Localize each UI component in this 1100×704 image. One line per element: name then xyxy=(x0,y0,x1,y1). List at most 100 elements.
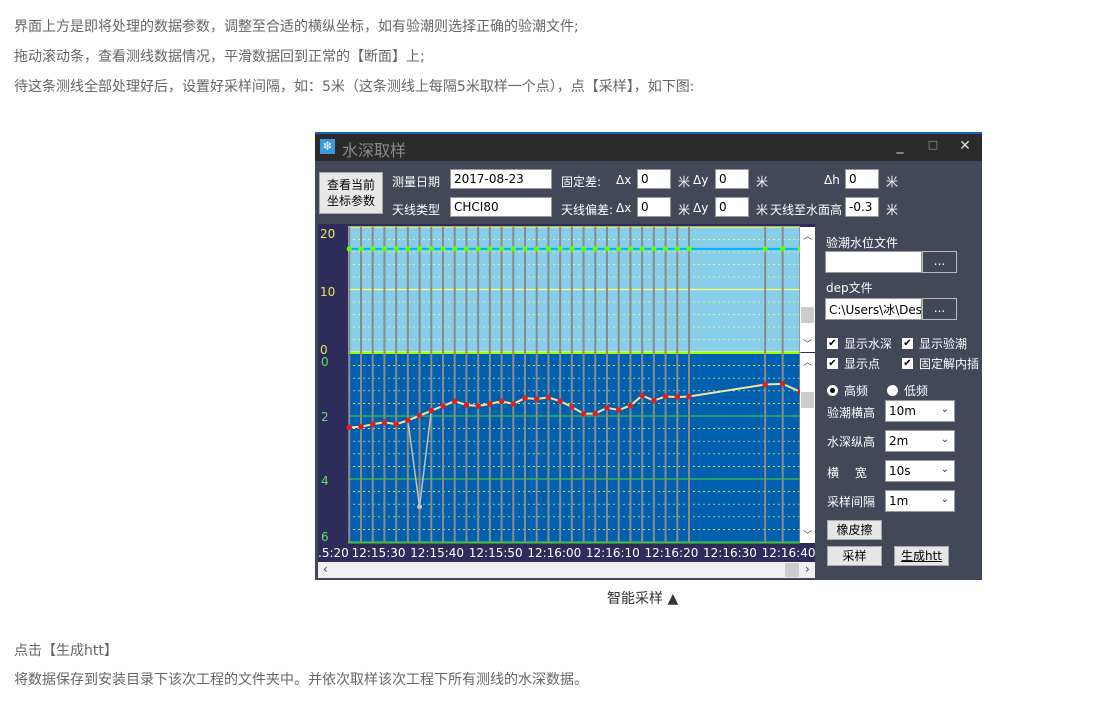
tide-file-label: 验潮水位文件 xyxy=(826,236,899,250)
antenna-type-label: 天线类型 xyxy=(392,203,441,217)
tide-vertical-scrollbar[interactable]: ︿ ﹀ xyxy=(800,227,815,352)
scroll-up-icon[interactable]: ︿ xyxy=(803,358,813,368)
tide-point xyxy=(651,246,657,252)
depth-point xyxy=(604,405,610,411)
offset-dx-input[interactable]: 0 xyxy=(637,197,671,217)
tide-point xyxy=(498,246,505,252)
tide-point xyxy=(487,246,493,252)
depth-vertical-scrollbar[interactable]: ︿ ﹀ xyxy=(800,353,815,543)
tide-tick-label: 0 xyxy=(320,343,328,357)
interval-select[interactable]: 1m ⌄ xyxy=(885,490,955,512)
dy-label: Δy xyxy=(693,173,709,187)
minimize-button[interactable]: _ xyxy=(896,138,904,154)
dep-file-browse-button[interactable]: ... xyxy=(922,298,957,320)
time-tick-label: 12:16:00 xyxy=(527,546,581,560)
maximize-button[interactable]: □ xyxy=(927,138,939,151)
tide-point xyxy=(393,246,399,252)
eraser-button[interactable]: 橡皮擦 xyxy=(827,520,882,540)
tide-point xyxy=(405,246,411,252)
show-tide-checkbox[interactable]: ✔ xyxy=(902,338,913,349)
survey-date-input[interactable]: 2017-08-23 xyxy=(450,169,552,189)
instruction-line: 界面上方是即将处理的数据参数，调整至合适的横纵坐标，如有验潮则选择正确的验潮文件… xyxy=(14,19,579,35)
scroll-down-icon[interactable]: ﹀ xyxy=(803,340,813,350)
fixed-interp-checkbox[interactable]: ✔ xyxy=(902,358,913,369)
antenna-height-label: 天线至水面高 xyxy=(770,203,843,217)
depth-point xyxy=(569,404,575,410)
fixed-dy-input[interactable]: 0 xyxy=(715,169,749,189)
depth-point xyxy=(522,395,528,401)
select-label: 采样间隔 xyxy=(827,495,876,509)
view-params-button[interactable]: 查看当前坐标参数 xyxy=(319,172,383,214)
tide-file-browse-button[interactable]: ... xyxy=(922,251,957,273)
tide-scale-select[interactable]: 10m ⌄ xyxy=(885,400,955,422)
instruction-line: 点击【生成htt】 xyxy=(14,643,118,659)
tide-point xyxy=(381,246,388,252)
scroll-right-icon[interactable]: › xyxy=(805,562,810,576)
checkbox-label: 显示水深 xyxy=(844,337,893,351)
dy-label: Δy xyxy=(693,201,709,215)
show-points-checkbox[interactable]: ✔ xyxy=(827,358,838,369)
horizontal-scrollbar[interactable]: ‹ › xyxy=(318,562,815,578)
generate-htt-button[interactable]: 生成htt xyxy=(894,546,949,566)
tide-point xyxy=(592,246,598,252)
antenna-height-input[interactable]: -0.3 xyxy=(845,197,879,217)
unit-label: 米 xyxy=(886,203,899,217)
scroll-thumb[interactable] xyxy=(801,307,814,323)
instruction-line: 拖动滚动条，查看测线数据情况，平滑数据回到正常的【断面】上; xyxy=(14,49,425,65)
time-tick-label: 12:16:10 xyxy=(586,546,640,560)
raw-spike-point xyxy=(417,504,423,510)
offset-dy-input[interactable]: 0 xyxy=(715,197,749,217)
tide-point xyxy=(510,246,516,252)
scroll-down-icon[interactable]: ﹀ xyxy=(803,531,813,541)
chevron-down-icon: ⌄ xyxy=(940,404,949,415)
antenna-type-input[interactable]: CHCI80 xyxy=(450,197,552,217)
dh-label: Δh xyxy=(824,173,840,187)
fixed-dh-input[interactable]: 0 xyxy=(845,169,879,189)
depth-scale-select[interactable]: 2m ⌄ xyxy=(885,430,955,452)
close-button[interactable]: ✕ xyxy=(959,138,971,154)
tide-file-input[interactable] xyxy=(825,251,922,273)
fixed-dx-input[interactable]: 0 xyxy=(637,169,671,189)
tide-point xyxy=(534,246,540,252)
scroll-thumb[interactable] xyxy=(801,392,814,408)
depth-panel xyxy=(348,353,800,543)
depth-point xyxy=(487,401,493,407)
width-select[interactable]: 10s ⌄ xyxy=(885,460,955,482)
tide-point xyxy=(346,246,352,252)
high-freq-radio[interactable] xyxy=(827,385,838,396)
radio-label: 高频 xyxy=(844,384,869,398)
time-tick-label: 12:16:40 xyxy=(762,546,815,560)
tide-point xyxy=(762,246,768,252)
depth-point xyxy=(498,398,505,404)
scroll-left-icon[interactable]: ‹ xyxy=(323,562,328,576)
depth-point xyxy=(545,394,552,401)
dep-file-input[interactable]: C:\Users\冰\Des xyxy=(825,298,922,320)
tide-point xyxy=(604,246,610,252)
select-value: 1m xyxy=(889,494,909,508)
depth-tide-chart[interactable]: 20 10 00 2 4 6 .5:20 12:15:30 12:15:40 12:15:50 12… xyxy=(318,224,815,562)
low-freq-radio[interactable] xyxy=(887,385,898,396)
sample-button[interactable]: 采样 xyxy=(827,546,882,566)
select-value: 10s xyxy=(889,464,911,478)
depth-tick-label: 2 xyxy=(321,410,329,424)
depth-tick-label: 0 xyxy=(321,355,329,369)
depth-point xyxy=(686,393,692,400)
select-label: 水深纵高 xyxy=(827,435,876,449)
depth-point xyxy=(440,403,446,409)
depth-point xyxy=(381,419,388,426)
depth-point xyxy=(510,401,517,407)
figure-caption: 智能采样 ▲ xyxy=(607,591,679,607)
show-depth-checkbox[interactable]: ✔ xyxy=(827,338,838,349)
depth-point xyxy=(428,407,435,414)
tide-point xyxy=(370,246,376,252)
scroll-up-icon[interactable]: ︿ xyxy=(803,232,813,242)
fixed-diff-label: 固定差: xyxy=(561,175,602,189)
depth-point xyxy=(615,407,622,413)
select-label: 验潮横高 xyxy=(827,406,876,420)
depth-point xyxy=(779,381,786,387)
depth-point xyxy=(592,410,599,417)
tide-point xyxy=(639,246,645,252)
scroll-thumb[interactable] xyxy=(785,563,799,577)
checkbox-label: 固定解内插 xyxy=(919,357,980,371)
survey-date-label: 测量日期 xyxy=(392,175,441,189)
